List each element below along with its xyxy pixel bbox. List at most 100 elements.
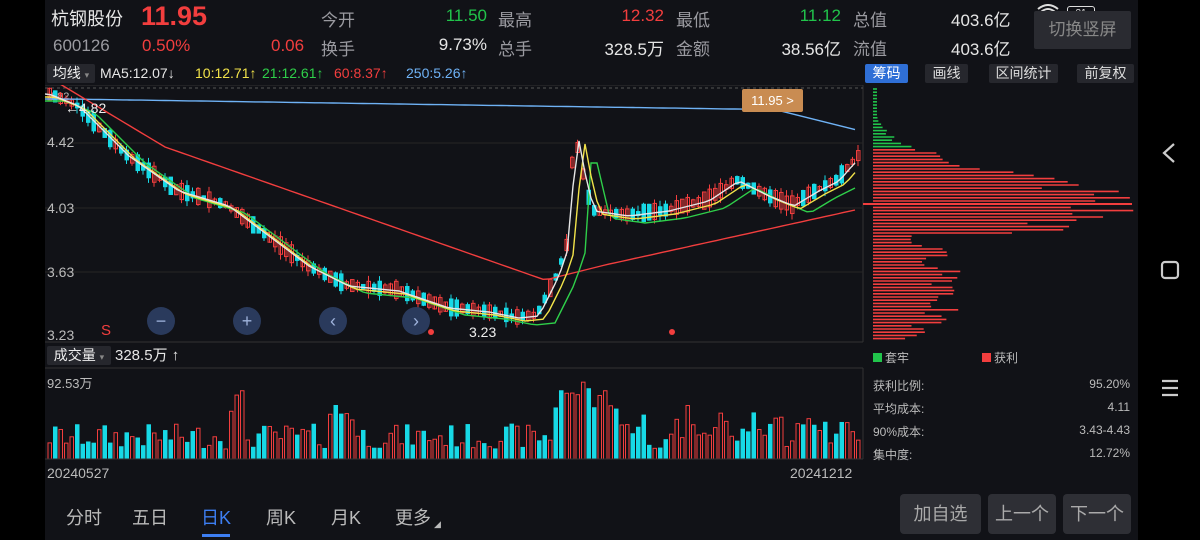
volume-bar: [471, 447, 476, 460]
change-amount: 0.06: [271, 36, 305, 55]
volume-bar: [553, 407, 558, 460]
volume-bar: [537, 440, 542, 460]
volume-bar: [438, 435, 443, 460]
candle-body: [542, 294, 547, 304]
indicator-selector[interactable]: 均线 ▾: [47, 64, 95, 83]
add-watchlist-button[interactable]: 加自选: [900, 494, 981, 534]
legend-trapped: 套牢: [873, 349, 909, 366]
candle-body: [658, 206, 663, 216]
previous-stock-button[interactable]: 上一个: [988, 494, 1056, 534]
current-price-tag[interactable]: 11.95 >: [742, 89, 803, 112]
volume-bar: [801, 424, 806, 460]
chips-button[interactable]: 筹码: [865, 64, 908, 83]
range-stats-button[interactable]: 区间统计: [989, 64, 1058, 83]
volume-bar: [674, 418, 679, 460]
legend-profit: 获利: [982, 349, 1018, 366]
volume-bar: [69, 436, 74, 460]
candle-body: [669, 205, 674, 213]
volume-bar: [795, 423, 800, 460]
volume-bar: [509, 423, 514, 460]
kline-chart[interactable]: 4.42 4.03 3.63 3.23 4.82 ←4.82 3.23 S 92…: [45, 85, 1138, 485]
volume-bar: [443, 444, 448, 460]
candle-body: [570, 156, 575, 169]
tab-weekly-k[interactable]: 周K: [266, 508, 297, 528]
zoom-out-icon[interactable]: −: [147, 307, 175, 335]
volume-bar: [449, 425, 454, 460]
event-dot: [669, 329, 675, 335]
volume-bar: [47, 442, 52, 460]
draw-line-button[interactable]: 画线: [925, 64, 968, 83]
volume-bar: [432, 438, 437, 460]
volume-bar: [707, 434, 712, 460]
volume-bar: [641, 414, 646, 460]
volume-bar: [119, 446, 124, 460]
scroll-right-icon[interactable]: ›: [402, 307, 430, 335]
volume-bar: [86, 441, 91, 460]
quote-value-low: 11.12: [799, 6, 841, 25]
candle-body: [729, 177, 734, 189]
tab-more[interactable]: 更多: [395, 508, 431, 528]
volume-bar: [196, 427, 201, 460]
volume-bar: [757, 429, 762, 460]
zoom-in-icon[interactable]: +: [233, 307, 261, 335]
volume-bar: [724, 420, 729, 460]
quote-label-amount: 金额: [676, 40, 710, 59]
volume-bar: [218, 441, 223, 460]
volume-bar: [168, 439, 173, 460]
volume-bars: [47, 381, 861, 460]
volume-bar: [718, 412, 723, 460]
candle-body: [823, 180, 828, 192]
volume-bar: [427, 440, 432, 460]
tab-daily-k[interactable]: 日K: [201, 508, 232, 528]
volume-bar: [691, 424, 696, 460]
ma250-line: [45, 98, 856, 131]
volume-bar: [179, 436, 184, 460]
tab-intraday[interactable]: 分时: [66, 508, 102, 528]
volume-bar: [350, 419, 355, 460]
chip-distribution: [873, 88, 1134, 340]
volume-bar: [102, 425, 107, 460]
volume-bar: [493, 448, 498, 460]
back-icon[interactable]: [1160, 142, 1178, 164]
toggle-orientation-button[interactable]: 切换竖屏: [1034, 11, 1131, 49]
volume-bar: [696, 434, 701, 460]
tab-five-day[interactable]: 五日: [132, 508, 168, 528]
volume-indicator-selector[interactable]: 成交量 ▾: [47, 346, 111, 365]
home-icon[interactable]: [1160, 260, 1180, 280]
volume-indicator-label: 成交量: [53, 347, 96, 363]
volume-bar: [526, 424, 531, 460]
tab-monthly-k[interactable]: 月K: [331, 508, 362, 528]
date-end-label: 20241212: [790, 465, 853, 481]
ma10-value: 10:12.71↑: [195, 65, 257, 81]
forward-adjust-button[interactable]: 前复权: [1077, 64, 1134, 83]
volume-bar: [806, 418, 811, 460]
volume-bar: [201, 447, 206, 460]
volume-bar: [229, 410, 234, 460]
candle-body: [795, 196, 800, 206]
volume-bar: [751, 412, 756, 460]
volume-bar: [262, 425, 267, 460]
volume-bar: [823, 421, 828, 460]
volume-bar: [284, 425, 289, 460]
volume-bar: [113, 432, 118, 460]
volume-bar: [669, 433, 674, 460]
ma21-line: [45, 100, 856, 326]
volume-bar: [790, 440, 795, 460]
event-dot: [428, 329, 434, 335]
candle-body: [806, 186, 811, 203]
volume-bar: [746, 431, 751, 460]
quote-value-total-value: 403.6亿: [951, 11, 1011, 30]
legend-swatch: [982, 353, 991, 362]
volume-bar: [366, 445, 371, 460]
recents-menu-icon[interactable]: [1160, 378, 1180, 398]
candle-body: [663, 203, 668, 217]
scroll-left-icon[interactable]: ‹: [319, 307, 347, 335]
volume-bar: [421, 430, 426, 460]
volume-bar: [372, 447, 377, 460]
last-price: 11.95: [141, 1, 208, 31]
volume-bar: [53, 426, 58, 460]
candle-body: [801, 190, 806, 207]
volume-bar: [603, 390, 608, 460]
volume-max-label: 92.53万: [47, 376, 93, 391]
next-stock-button[interactable]: 下一个: [1063, 494, 1131, 534]
